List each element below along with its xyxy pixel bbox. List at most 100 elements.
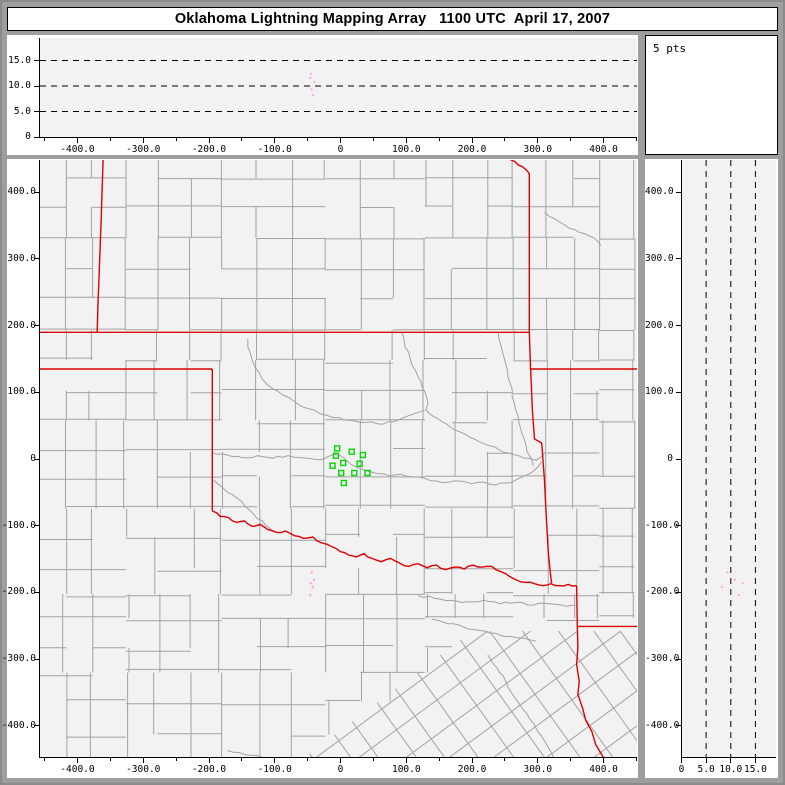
river-line — [544, 211, 602, 246]
x-axis-tick-label: -300.0 — [126, 144, 161, 155]
x-axis-minor-tick — [504, 758, 506, 761]
y-axis-tick — [34, 325, 39, 327]
y-axis-tick — [676, 658, 681, 660]
y-axis-tick-label: -200.0 — [645, 586, 680, 598]
alt-axis-tick-label: 15.0 — [743, 764, 767, 775]
alt-axis-tick — [34, 136, 39, 138]
river-line — [227, 750, 264, 757]
x-axis-minor-tick — [372, 138, 374, 141]
x-axis-tick — [471, 758, 473, 763]
y-axis-tick-label: 300.0 — [7, 252, 36, 264]
plan-view-panel: -400.0 -300.0 -200.0 -100.0 0 100.0 200.0 300.0… — [2, 159, 638, 778]
x-axis-minor-tick — [307, 758, 309, 761]
x-axis-tick — [603, 138, 605, 143]
x-axis-tick-label: 300.0 — [523, 144, 553, 155]
y-axis-tick — [34, 525, 39, 527]
altitude-ns-plot[interactable] — [681, 160, 776, 757]
river-line — [401, 332, 546, 461]
county-lines-rotated — [291, 631, 637, 757]
alt-axis-tick-label: 5.0 — [697, 764, 715, 775]
x-axis-tick — [471, 138, 473, 143]
lightning-source-point — [310, 88, 313, 91]
x-axis-minor-tick — [44, 758, 46, 761]
x-axis-tick — [340, 758, 342, 763]
page-title: Oklahoma Lightning Mapping Array 1100 UT… — [174, 11, 611, 27]
x-axis-tick — [340, 138, 342, 143]
title-bar: Oklahoma Lightning Mapping Array 1100 UT… — [7, 7, 778, 31]
x-axis-tick — [142, 758, 144, 763]
x-axis-tick-label: -100.0 — [257, 144, 292, 155]
x-axis-minor-tick — [175, 758, 177, 761]
x-axis-minor-tick — [109, 138, 111, 141]
y-axis-tick — [34, 725, 39, 727]
y-axis-tick — [676, 325, 681, 327]
y-axis-tick — [676, 191, 681, 193]
x-axis-tick-label: -400.0 — [60, 764, 95, 775]
river-line — [497, 332, 534, 466]
x-axis-tick-label: 300.0 — [523, 764, 553, 775]
main-x-axis — [39, 757, 637, 758]
alt-axis-tick — [681, 758, 682, 763]
state-border-line — [212, 510, 577, 587]
lightning-source-point — [313, 80, 316, 84]
x-axis-tick — [405, 138, 407, 143]
x-axis-tick-label: 200.0 — [457, 144, 487, 155]
lightning-source-point — [309, 72, 313, 75]
x-axis-minor-tick — [635, 138, 637, 141]
y-axis-tick-label: 200.0 — [7, 319, 36, 331]
x-axis-tick-label: 0 — [337, 144, 344, 155]
y-axis-tick — [676, 258, 681, 260]
x-axis-tick — [537, 758, 539, 763]
alt-axis-tick-label: 5.0 — [13, 105, 31, 117]
county-lines — [39, 160, 636, 757]
lma-station-marker — [334, 445, 341, 452]
lma-station-marker — [340, 479, 347, 487]
y-axis-tick-label: -300.0 — [1, 653, 36, 665]
y-axis-tick — [34, 191, 39, 193]
lightning-source-point — [309, 593, 312, 597]
x-axis-tick — [537, 138, 539, 143]
y-axis-tick — [676, 391, 681, 393]
lma-station-marker — [351, 469, 358, 477]
y-axis-tick-label: 100.0 — [645, 386, 674, 398]
lightning-source-point — [309, 76, 312, 79]
altitude-ns-panel: 400.0 300.0 200.0 100.0 0 -100.0 -200.0 -300.0 -… — [645, 159, 778, 778]
y-axis-tick-label: 400.0 — [645, 186, 674, 198]
lma-station-marker — [338, 469, 345, 477]
alt-axis-tick-label: 15.0 — [8, 54, 31, 66]
x-axis-tick-label: -200.0 — [191, 144, 227, 155]
x-axis-tick — [603, 758, 605, 763]
state-border-line — [575, 626, 605, 757]
lightning-source-point — [726, 571, 729, 574]
altitude-ew-plot[interactable] — [39, 38, 637, 137]
x-axis-tick — [274, 138, 276, 143]
lma-station-marker — [364, 469, 371, 477]
y-axis-tick — [34, 258, 39, 260]
x-axis-tick — [208, 758, 210, 763]
state-border-line — [96, 160, 104, 333]
y-axis-tick-label: 0 — [667, 453, 673, 464]
x-axis-minor-tick — [241, 138, 243, 141]
lightning-source-point — [311, 585, 315, 589]
y-axis-tick-label: 300.0 — [645, 252, 674, 264]
alt-axis-tick — [754, 758, 756, 763]
x-axis-tick-label: 200.0 — [457, 764, 487, 775]
x-axis-tick-label: -200.0 — [191, 764, 227, 775]
river-line — [417, 595, 576, 607]
x-axis-tick — [76, 758, 78, 763]
x-axis-minor-tick — [307, 138, 309, 141]
lightning-source-point — [741, 581, 744, 585]
x-axis-minor-tick — [570, 138, 572, 141]
x-axis-minor-tick — [570, 758, 572, 761]
y-axis-tick — [676, 458, 681, 460]
alt-axis-tick — [705, 758, 707, 763]
right-x-axis — [681, 757, 776, 758]
lightning-source-point — [737, 593, 740, 597]
lightning-source-point — [311, 94, 315, 97]
y-axis-tick — [676, 591, 681, 593]
altitude-ew-panel: -400.0 -300.0 -200.0 -100.0 0 100.0 200.0 300.0… — [7, 35, 638, 155]
x-axis-tick — [274, 758, 276, 763]
y-axis-tick — [34, 591, 39, 593]
main-map-plot[interactable] — [39, 160, 637, 757]
